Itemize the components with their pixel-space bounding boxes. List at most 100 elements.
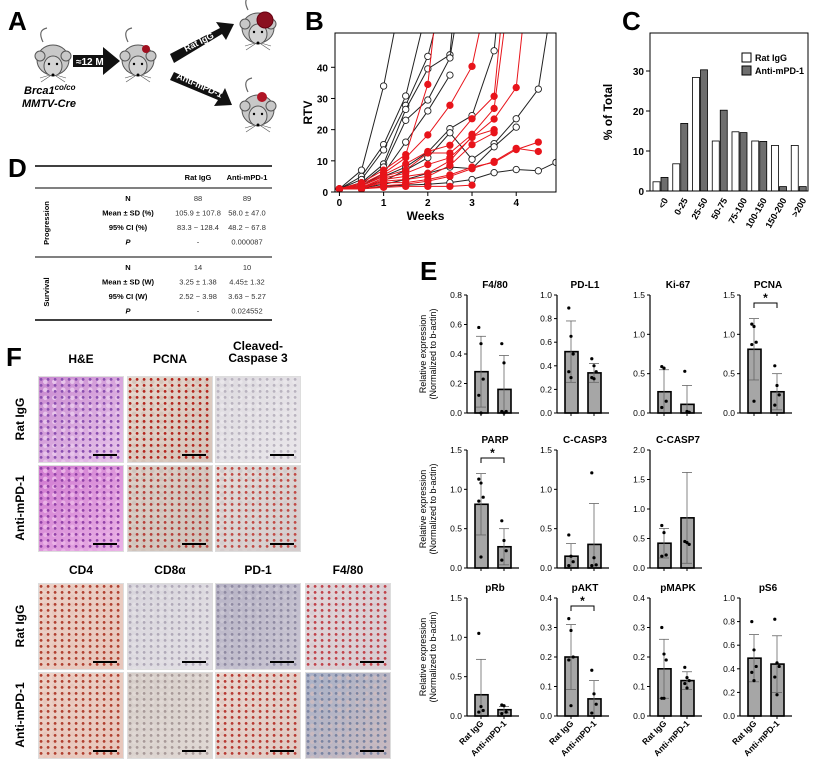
genotype-line2: MMTV-Cre [22,98,76,110]
y-tick-label: 40 [317,63,329,74]
legend-label: Anti-mPD-1 [755,66,804,76]
bar-rat-igg [747,348,762,414]
y-tick-label: 10 [317,157,329,168]
cell-rat-igg: 88 [194,194,202,203]
subplot-title: PARP [481,435,508,446]
data-point-rat [446,129,454,137]
section-label: Progression [42,201,51,245]
subplot-title: pS6 [759,583,778,594]
data-point [567,658,571,662]
panel-label-f: F [6,342,22,372]
ihc-image-cd4-anti-mpd1 [38,672,124,759]
y-tick-label: 0.0 [633,711,645,721]
data-point [777,393,781,397]
row-label: Rat IgG [13,397,27,441]
data-point [662,366,666,370]
ihc-image-h-e-rat-igg [38,376,124,463]
y-tick-label: 0.4 [450,349,462,359]
section-label: Survival [42,277,51,306]
y-axis-label: (Normalized to b-actin) [428,308,438,399]
y-tick-label: 1.0 [540,484,552,494]
y-tick-label: 0.0 [633,563,645,573]
data-point [571,655,575,659]
data-point-rat [379,82,388,90]
column-header: F4/80 [332,563,364,577]
bar-anti-mpd1 [700,69,708,192]
y-tick-label: 1.0 [723,329,735,339]
data-point [750,670,754,674]
y-tick-label: 0.3 [540,623,552,633]
x-axis-label: Weeks [407,209,445,220]
data-point-anti [335,185,344,192]
y-tick-label: 0.6 [540,337,552,347]
bar-anti-mpd1 [680,123,689,192]
data-point-anti [446,161,454,170]
data-point-anti [512,144,520,153]
data-point [773,403,777,407]
data-point-rat [490,169,498,177]
y-tick-label: 0.0 [540,563,552,573]
y-tick-label: 1.5 [633,290,645,300]
subplot-title: C-CASP3 [563,435,607,446]
column-header: Cleaved- Caspase 3 [228,339,288,365]
row-label: Rat IgG [13,604,27,648]
scale-bar [182,750,206,752]
ihc-image-f4-80-rat-igg [305,583,391,670]
data-point-rat [512,165,520,174]
scale-bar [270,543,294,545]
scale-bar [182,543,206,545]
y-tick-label: 20 [633,107,645,118]
mouse-icon-tumor-onset [119,27,157,83]
arrow-icon-control [170,22,234,63]
row-label: Anti-mPD-1 [13,475,27,541]
data-point-anti [379,183,388,191]
bar-rat-igg [751,140,760,192]
row-label: N [125,263,130,272]
data-point-rat [402,138,410,146]
column-header: PD-1 [244,563,272,577]
y-tick-label: 0.0 [450,408,462,418]
bar-anti-mpd1 [587,543,602,569]
arrow-treatment-label: Anti-mPD-1 [175,71,224,100]
data-point [571,560,575,564]
data-point [592,692,596,696]
data-point-anti [424,80,432,89]
data-point [683,665,687,669]
column-header: H&E [68,352,94,366]
data-point-rat [490,47,498,55]
significance-marker: * [490,446,495,460]
data-point [567,306,571,310]
data-point [594,702,598,706]
data-point [775,693,779,697]
y-axis-label: Relative expression [418,618,428,697]
ihc-image-pd-1-anti-mpd1 [215,672,301,759]
y-tick-label: 1.0 [450,632,462,642]
y-tick-label: 0.8 [540,314,552,324]
data-point [502,538,506,543]
bar-rat-igg [711,140,720,192]
data-point [567,564,571,568]
row-label: P [125,238,131,247]
ihc-image-cd8--anti-mpd1 [127,672,213,759]
y-tick-label: 0.8 [450,290,462,300]
ihc-image-pcna-anti-mpd1 [127,465,213,552]
arrow-icon-time [73,47,120,75]
ihc-image-cd4-rat-igg [38,583,124,670]
data-point [569,628,573,633]
y-tick-label: 0.0 [540,711,552,721]
x-tick-label: 2 [425,198,431,209]
data-point [775,661,779,665]
data-point [662,696,666,700]
ihc-image-pd-1-rat-igg [215,583,301,670]
bar-anti-mpd1 [719,109,728,192]
y-tick-label: 1.5 [633,475,645,485]
data-point [504,710,508,714]
data-point [569,376,573,380]
data-point-rat [402,116,410,124]
data-point [479,704,483,709]
scale-bar [93,543,117,545]
schematic-panel-a: ≈12 M Rat IgG Anti-mPD-1 Brca1co/co MMTV… [22,0,277,133]
series-line-anti [339,33,480,190]
data-point-anti [446,182,454,191]
